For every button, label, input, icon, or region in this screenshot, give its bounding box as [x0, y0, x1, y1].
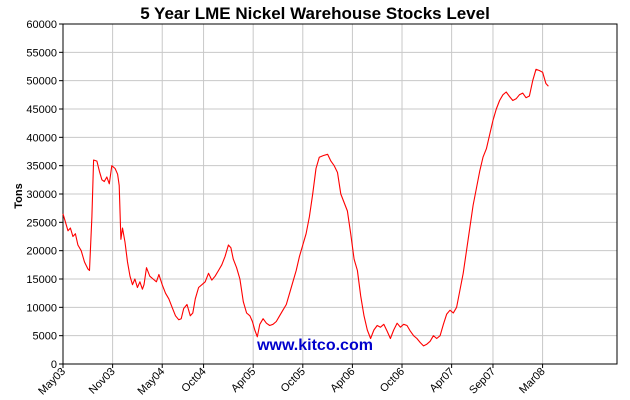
watermark-text: www.kitco.com [256, 337, 373, 354]
y-tick-label: 20000 [26, 246, 57, 258]
y-tick-label: 45000 [26, 104, 57, 116]
y-tick-label: 10000 [26, 302, 57, 314]
y-axis-label: Tons [13, 183, 25, 208]
y-tick-label: 15000 [26, 274, 57, 286]
y-tick-label: 30000 [26, 189, 57, 201]
y-tick-label: 40000 [26, 132, 57, 144]
series-lines [62, 68, 549, 347]
y-tick-label: 0 [51, 359, 57, 371]
series-line [62, 68, 549, 347]
y-tick-label: 5000 [33, 331, 57, 343]
gridlines [62, 23, 617, 365]
y-tick-label: 35000 [26, 161, 57, 173]
chart-title: 5 Year LME Nickel Warehouse Stocks Level [140, 4, 490, 23]
y-tick-label: 25000 [26, 217, 57, 229]
y-tick-label: 60000 [26, 19, 57, 31]
y-tick-label: 50000 [26, 76, 57, 88]
y-axis: 0 5000 10000 15000 20000 25000 30000 35000 40000… [26, 19, 63, 371]
y-tick-label: 55000 [26, 47, 57, 59]
